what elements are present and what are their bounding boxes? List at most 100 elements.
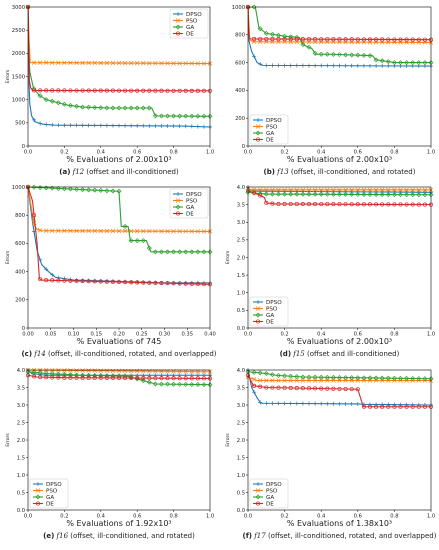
- series-marker-ga: [177, 381, 183, 387]
- caption-letter: (a): [59, 168, 70, 176]
- series-marker-de: [135, 280, 140, 285]
- y-tick-label: 1.5: [17, 455, 25, 461]
- series-marker-de: [282, 385, 287, 390]
- series-marker-ga: [318, 191, 324, 197]
- series-marker-ga: [158, 381, 164, 387]
- series-marker-ga: [300, 191, 306, 197]
- x-tick-label: 0.6: [133, 150, 141, 156]
- series-marker-pso: [128, 228, 134, 234]
- series-marker-de: [50, 88, 55, 93]
- series-marker-de: [288, 37, 293, 42]
- series-marker-dpso: [349, 401, 354, 406]
- series-marker-ga: [282, 33, 288, 39]
- series-marker-pso: [92, 60, 97, 66]
- series-marker-pso: [43, 228, 49, 233]
- series-marker-ga: [158, 113, 164, 119]
- series-marker-pso: [134, 60, 140, 66]
- series-marker-de: [343, 37, 348, 42]
- series-marker-dpso: [374, 63, 379, 68]
- series-marker-de: [92, 279, 97, 284]
- series-marker-ga: [110, 105, 116, 111]
- caption-letter: (d): [280, 350, 291, 358]
- legend-label-ga: GA: [46, 495, 54, 501]
- series-marker-ga: [391, 192, 397, 198]
- series-marker-ga: [410, 376, 416, 381]
- x-tick-label: 0.2: [280, 150, 288, 156]
- series-marker-dpso: [361, 63, 366, 68]
- series-marker-ga: [300, 374, 306, 380]
- series-marker-dpso: [392, 402, 397, 407]
- series-marker-de: [141, 88, 146, 93]
- series-marker-ga: [189, 381, 195, 387]
- series-marker-pso: [282, 378, 287, 383]
- series-marker-dpso: [294, 401, 299, 406]
- series-marker-de: [141, 280, 146, 285]
- series-marker-ga: [312, 191, 318, 197]
- legend-box: [169, 8, 209, 39]
- series-marker-de: [171, 88, 176, 93]
- series-marker-de: [392, 37, 397, 42]
- panel-caption: (b) f13 (offset, ill-conditioned, and ro…: [264, 168, 416, 176]
- legend-marker-pso: [255, 124, 261, 129]
- y-tick-label: 3.5: [237, 385, 245, 391]
- series-marker-ga: [373, 57, 379, 63]
- series-marker-de: [195, 88, 200, 93]
- series-marker-dpso: [343, 63, 348, 68]
- chart-panel-b: 0.0 0.2 0.4 0.6 0.8 1.0 0 200 400 600 800 1000 % Eva…: [232, 4, 435, 176]
- series-marker-de: [422, 202, 427, 207]
- x-axis-label: % Evaluations of 2.00x10³: [287, 155, 392, 164]
- series-marker-pso: [410, 187, 415, 193]
- series-marker-pso: [294, 187, 300, 193]
- series-marker-dpso: [110, 123, 115, 128]
- y-axis-label: Errors: [5, 433, 11, 447]
- series-marker-de: [147, 280, 152, 285]
- caption-letter: (b): [264, 168, 275, 176]
- series-marker-ga: [128, 238, 134, 244]
- series-marker-ga: [92, 187, 98, 193]
- series-marker-de: [92, 88, 97, 93]
- series-marker-de: [258, 36, 263, 42]
- series-marker-de: [104, 375, 109, 380]
- series-marker-de: [404, 202, 409, 207]
- x-tick-label: 0.0: [244, 150, 252, 156]
- series-marker-ga: [398, 192, 403, 198]
- series-marker-pso: [264, 187, 269, 193]
- series-marker-de: [276, 201, 281, 206]
- y-tick-label: 800: [235, 33, 245, 39]
- y-tick-label: 600: [235, 60, 245, 66]
- series-marker-pso: [355, 187, 361, 193]
- series-marker-de: [74, 88, 79, 93]
- series-marker-pso: [50, 60, 55, 65]
- caption-letter: (f): [243, 532, 252, 540]
- series-marker-pso: [300, 378, 306, 383]
- x-tick-label: 0.2: [60, 150, 68, 156]
- series-marker-dpso: [307, 63, 311, 68]
- series-marker-pso: [86, 228, 91, 234]
- series-marker-ga: [398, 60, 403, 66]
- series-marker-pso: [171, 229, 176, 234]
- legend-label-de: DE: [186, 32, 194, 38]
- series-marker-de: [129, 88, 134, 93]
- series-marker-de: [404, 404, 409, 409]
- y-tick-label: 2.0: [237, 438, 245, 444]
- series-marker-de: [153, 280, 158, 285]
- chart-panel-e: 0.0 0.2 0.4 0.6 0.8 1.0 0.0 0.5 1.0 1.5 2.0 2.5 3.0 3…: [5, 367, 214, 540]
- series-marker-pso: [37, 227, 43, 233]
- series-marker-ga: [361, 191, 367, 197]
- series-marker-pso: [343, 378, 348, 383]
- series-marker-dpso: [325, 63, 330, 68]
- series-marker-ga: [128, 105, 134, 111]
- series-marker-de: [135, 375, 140, 381]
- series-marker-pso: [165, 228, 170, 234]
- series-marker-de: [123, 375, 128, 381]
- series-marker-de: [80, 279, 85, 284]
- series-marker-dpso: [337, 189, 342, 194]
- series-marker-ga: [330, 191, 336, 197]
- series-marker-dpso: [252, 390, 257, 395]
- panel-caption: (d) f15 (offset and ill-conditioned): [280, 350, 400, 358]
- series-marker-de: [153, 376, 158, 381]
- series-marker-dpso: [331, 401, 336, 406]
- series-line-dpso: [248, 7, 431, 67]
- series-line-ga: [248, 371, 431, 380]
